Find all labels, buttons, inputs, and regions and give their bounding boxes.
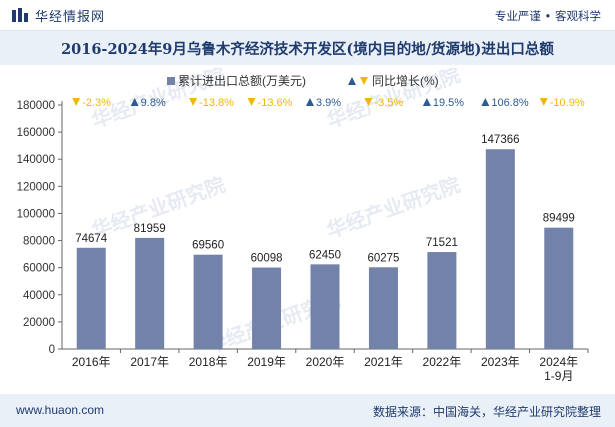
bar: [135, 237, 165, 349]
bar: [368, 267, 398, 349]
bar-value-label: 60098: [251, 253, 283, 265]
growth-down-triangle-icon: [72, 98, 81, 106]
growth-up-triangle-icon: [422, 98, 431, 106]
growth-label: 19.5%: [433, 97, 464, 109]
bar: [485, 149, 515, 349]
bar: [252, 267, 282, 349]
y-tick-label: 20000: [23, 317, 55, 329]
growth-label: 3.9%: [316, 97, 341, 109]
top-bar: 华经情报网 专业严谨 • 客观科学: [0, 0, 615, 31]
growth-up-triangle-icon: [130, 98, 139, 106]
x-tick-label: 2024年: [539, 355, 578, 369]
legend-swatch-total: [167, 77, 175, 85]
y-tick-label: 60000: [23, 263, 55, 275]
growth-label: -13.8%: [199, 97, 234, 109]
brand-logo-icon: [12, 8, 28, 22]
bar-value-label: 62450: [309, 249, 341, 261]
x-tick-label: 1-9月: [544, 369, 573, 383]
data-source: 数据来源：中国海关，华经产业研究院整理: [372, 405, 601, 419]
legend-label-total: 累计进出口总额(万美元): [178, 74, 306, 88]
bar-value-label: 60275: [367, 252, 399, 264]
bar: [76, 247, 106, 349]
bar-value-label: 74674: [75, 233, 108, 245]
growth-label: 106.8%: [491, 97, 529, 109]
growth-down-triangle-icon: [247, 98, 256, 106]
growth-up-triangle-icon: [306, 98, 314, 106]
y-tick-label: 100000: [17, 208, 55, 220]
brand-slogan: 专业严谨 • 客观科学: [494, 9, 601, 23]
legend-down-triangle-icon: [360, 77, 368, 85]
footer-bar: www.huaon.com 数据来源：中国海关，华经产业研究院整理: [0, 394, 615, 427]
bar: [310, 264, 340, 349]
bar-value-label: 69560: [192, 240, 224, 252]
legend-label-growth: 同比增长(%): [372, 74, 439, 88]
bar: [427, 252, 457, 349]
growth-up-triangle-icon: [481, 98, 490, 106]
chart-title: 2016-2024年9月乌鲁木齐经济技术开发区(境内目的地/货源地)进出口总额: [61, 41, 554, 58]
y-tick-label: 180000: [17, 100, 55, 112]
legend-up-triangle-icon: [348, 77, 356, 85]
x-tick-label: 2023年: [481, 355, 520, 369]
growth-down-triangle-icon: [189, 98, 198, 106]
bar-value-label: 89499: [543, 213, 575, 225]
x-tick-label: 2019年: [247, 355, 286, 369]
growth-label: -2.3%: [82, 97, 111, 109]
watermark-text: 华经产业研究院: [324, 172, 464, 242]
growth-down-triangle-icon: [539, 98, 548, 106]
chart-area: 华经产业研究院华经产业研究院华经产业研究院华经产业研究院华经产业研究院累计进出口…: [0, 62, 615, 398]
x-tick-label: 2017年: [130, 355, 169, 369]
y-tick-label: 120000: [17, 181, 55, 193]
x-tick-label: 2016年: [72, 355, 111, 369]
x-tick-label: 2018年: [189, 355, 228, 369]
website-link[interactable]: www.huaon.com: [16, 403, 105, 417]
title-bar: 2016-2024年9月乌鲁木齐经济技术开发区(境内目的地/货源地)进出口总额: [0, 31, 615, 65]
growth-label: -13.6%: [258, 97, 293, 109]
bar-value-label: 147366: [481, 134, 519, 146]
growth-label: -10.9%: [550, 97, 585, 109]
x-tick-label: 2020年: [306, 355, 345, 369]
y-tick-label: 140000: [17, 154, 55, 166]
growth-label: -3.5%: [374, 97, 403, 109]
bar: [544, 227, 574, 349]
brand-name: 华经情报网: [35, 10, 106, 25]
bar: [193, 254, 223, 349]
growth-label: 9.8%: [141, 97, 166, 109]
y-tick-label: 80000: [23, 236, 55, 248]
x-tick-label: 2022年: [423, 355, 462, 369]
growth-down-triangle-icon: [364, 98, 373, 106]
bar-value-label: 81959: [134, 223, 166, 235]
y-tick-label: 40000: [23, 290, 55, 302]
bar-value-label: 71521: [426, 237, 458, 249]
y-tick-label: 0: [49, 344, 55, 356]
x-tick-label: 2021年: [364, 355, 403, 369]
bar-chart: 华经产业研究院华经产业研究院华经产业研究院华经产业研究院华经产业研究院累计进出口…: [17, 62, 589, 383]
y-tick-label: 160000: [17, 127, 55, 139]
